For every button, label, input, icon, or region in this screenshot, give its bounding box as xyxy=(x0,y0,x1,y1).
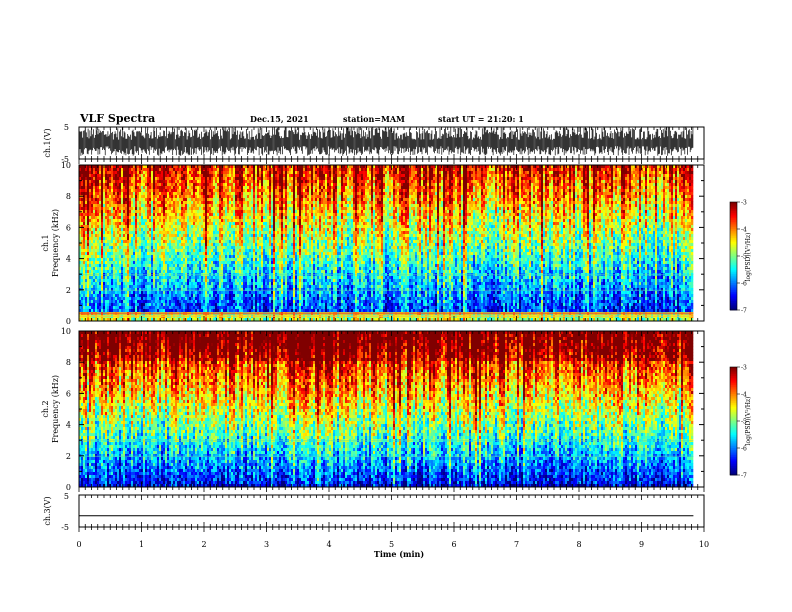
x-tick-label: 5 xyxy=(389,540,394,549)
spec-ytick-label: 8 xyxy=(66,192,71,201)
x-axis-tick-labels: 0 1 2 3 4 5 6 7 8 9 10 xyxy=(76,540,709,549)
spec-ytick-label: 2 xyxy=(66,452,71,461)
x-tick-label: 10 xyxy=(699,540,709,549)
ch1-spectrogram-image xyxy=(79,165,693,321)
ch3-ytick-bottom: -5 xyxy=(61,523,69,532)
ch3-waveform-panel: ch.3(V) 5 -5 xyxy=(43,492,704,532)
spec-ytick-label: 6 xyxy=(66,223,71,232)
ch3-ytick-top: 5 xyxy=(64,492,69,501)
x-axis-label: Time (min) xyxy=(374,549,424,559)
ch1-ylabel: ch.1(V) xyxy=(43,128,52,157)
spec-ytick-label: 4 xyxy=(66,255,71,264)
ch2-colorbar-label: log(PSD)(V²/Hz) xyxy=(745,397,752,446)
start-time-label: start UT = 21:20: 1 xyxy=(438,114,524,124)
spec-ytick-label: 4 xyxy=(66,421,71,430)
ch1-ytick-top: 5 xyxy=(64,123,69,132)
x-tick-label: 3 xyxy=(264,540,269,549)
ch1-spec-ylabel-1: ch.1 xyxy=(41,234,50,251)
x-tick-label: 2 xyxy=(201,540,206,549)
ch1-colorbar: -3-4-5-6-7 log(PSD)(V²/Hz) xyxy=(730,200,752,315)
spec-ytick-label: 10 xyxy=(61,327,71,336)
figure-title: VLF Spectra xyxy=(79,112,155,125)
ch1-waveform-path xyxy=(80,127,693,156)
x-tick-label: 9 xyxy=(639,540,644,549)
x-tick-label: 0 xyxy=(76,540,81,549)
spec-ytick-label: 6 xyxy=(66,389,71,398)
ch1-waveform-panel: ch.1(V) 5 -5 xyxy=(43,123,704,164)
ch1-spectrogram-panel: ch.1 Frequency (kHz) 0 2 4 6 8 10 xyxy=(41,161,704,326)
colorbar-tick-label: -4 xyxy=(741,227,747,234)
x-tick-label: 7 xyxy=(514,540,519,549)
spec-ytick-label: 8 xyxy=(66,358,71,367)
spec-ytick-label: 10 xyxy=(61,161,71,170)
spec-ytick-label: 0 xyxy=(66,483,71,492)
colorbar-tick-label: -7 xyxy=(741,473,747,480)
vlf-spectra-figure: VLF Spectra Dec.15, 2021 station=MAM sta… xyxy=(0,0,792,612)
ch2-spectrogram-image xyxy=(79,331,693,487)
station-label: station=MAM xyxy=(343,114,405,124)
colorbar-tick-label: -6 xyxy=(741,446,747,453)
x-tick-label: 6 xyxy=(451,540,456,549)
colorbar-tick-label: -3 xyxy=(741,200,747,207)
x-tick-label: 1 xyxy=(139,540,144,549)
spec-ytick-label: 0 xyxy=(66,317,71,326)
colorbar-tick-label: -7 xyxy=(741,308,747,315)
x-tick-label: 4 xyxy=(326,540,331,549)
ch2-colorbar: -3-4-5-6-7 log(PSD)(V²/Hz) xyxy=(730,365,752,480)
colorbar-tick-label: -3 xyxy=(741,365,747,372)
ch1-waveform-trace xyxy=(80,127,693,156)
ch3-ylabel: ch.3(V) xyxy=(43,496,52,525)
date-label: Dec.15, 2021 xyxy=(250,114,309,124)
ch2-spec-ylabel-2: Frequency (kHz) xyxy=(51,375,60,443)
ch1-colorbar-label: log(PSD)(V²/Hz) xyxy=(745,233,752,282)
ch1-spec-ylabel-2: Frequency (kHz) xyxy=(51,209,60,277)
ch2-spectrogram-panel: ch.2 Frequency (kHz) 0 2 4 6 8 10 xyxy=(41,327,704,492)
x-tick-label: 8 xyxy=(576,540,581,549)
spec-ytick-label: 2 xyxy=(66,286,71,295)
ch2-spec-ylabel-1: ch.2 xyxy=(41,400,50,417)
